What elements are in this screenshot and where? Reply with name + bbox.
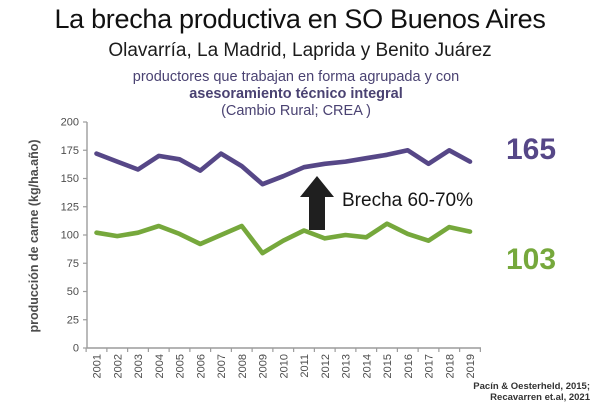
x-tick-label: 2015 bbox=[382, 354, 394, 378]
caption-line-1: productores que trabajan en forma agrupa… bbox=[132, 69, 460, 85]
x-tick-label: 2017 bbox=[424, 354, 436, 378]
purple-end-value: 165 bbox=[506, 133, 557, 166]
x-tick-label: 2002 bbox=[112, 354, 124, 378]
citation-line-2: Recavarren et.al, 2021 bbox=[490, 392, 590, 403]
x-tick-label: 2014 bbox=[361, 354, 373, 378]
x-tick-label: 2004 bbox=[154, 354, 166, 378]
green-end-value: 103 bbox=[506, 243, 557, 276]
x-tick-label: 2008 bbox=[237, 354, 249, 378]
x-tick-label: 2005 bbox=[175, 354, 187, 378]
y-tick-label: 175 bbox=[61, 145, 79, 157]
y-axis-title: producción de carne (kg/ha.año) bbox=[27, 139, 41, 332]
y-tick-label: 200 bbox=[61, 117, 79, 129]
y-tick-label: 75 bbox=[67, 258, 79, 270]
caption-line-3: (Cambio Rural; CREA ) bbox=[221, 103, 371, 119]
y-tick-label: 0 bbox=[73, 343, 79, 355]
x-tick-label: 2016 bbox=[403, 354, 415, 378]
slide-subtitle: Olavarría, La Madrid, Laprida y Benito J… bbox=[108, 40, 492, 61]
gap-annotation: Brecha 60-70% bbox=[342, 190, 473, 211]
x-tick-label: 2006 bbox=[195, 354, 207, 378]
citation: Pacín & Oesterheld, 2015; Recavarren et.… bbox=[473, 381, 590, 403]
y-tick-label: 100 bbox=[61, 230, 79, 242]
page-title: La brecha productiva en SO Buenos Aires bbox=[54, 4, 546, 34]
citation-line-1: Pacín & Oesterheld, 2015; bbox=[473, 381, 590, 392]
x-tick-label: 2003 bbox=[133, 354, 145, 378]
up-arrow-icon bbox=[300, 176, 334, 230]
x-tick-label: 2009 bbox=[258, 354, 270, 378]
y-tick-label: 25 bbox=[67, 314, 79, 326]
y-tick-label: 50 bbox=[67, 286, 79, 298]
x-tick-label: 2010 bbox=[278, 354, 290, 378]
x-tick-label: 2001 bbox=[92, 354, 104, 378]
y-tick-label: 125 bbox=[61, 201, 79, 213]
x-tick-label: 2011 bbox=[299, 354, 311, 378]
y-tick-label: 150 bbox=[61, 173, 79, 185]
chart-caption: productores que trabajan en forma agrupa… bbox=[0, 69, 592, 120]
x-tick-label: 2012 bbox=[320, 354, 332, 378]
caption-line-2: asesoramiento técnico integral bbox=[189, 86, 403, 102]
series-purple-line bbox=[94, 148, 473, 187]
series-green-line bbox=[94, 221, 473, 256]
x-tick-label: 2018 bbox=[444, 354, 456, 378]
x-tick-label: 2007 bbox=[216, 354, 228, 378]
x-tick-label: 2013 bbox=[341, 354, 353, 378]
x-tick-label: 2019 bbox=[465, 354, 477, 378]
